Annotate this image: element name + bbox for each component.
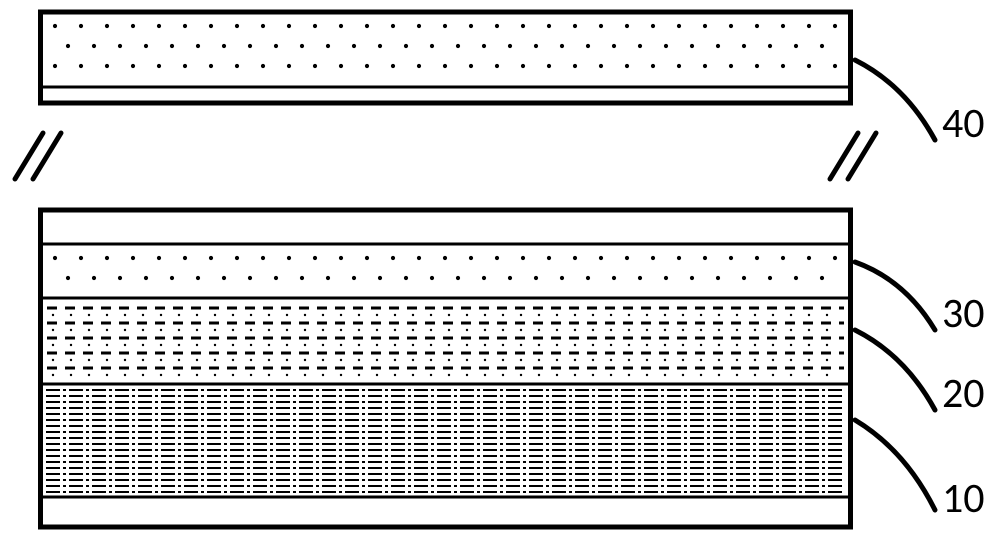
label-30: 30 [942, 293, 985, 335]
diagram-svg [0, 0, 1000, 539]
leader-layer30 [855, 262, 935, 330]
diagram-canvas: 40 30 20 10 [0, 0, 1000, 539]
leader-layer40 [855, 60, 935, 140]
leader-layer20 [855, 330, 935, 410]
label-20: 20 [942, 373, 985, 415]
label-10: 10 [942, 478, 985, 520]
label-40: 40 [942, 103, 985, 145]
leader-layer10 [855, 420, 935, 510]
